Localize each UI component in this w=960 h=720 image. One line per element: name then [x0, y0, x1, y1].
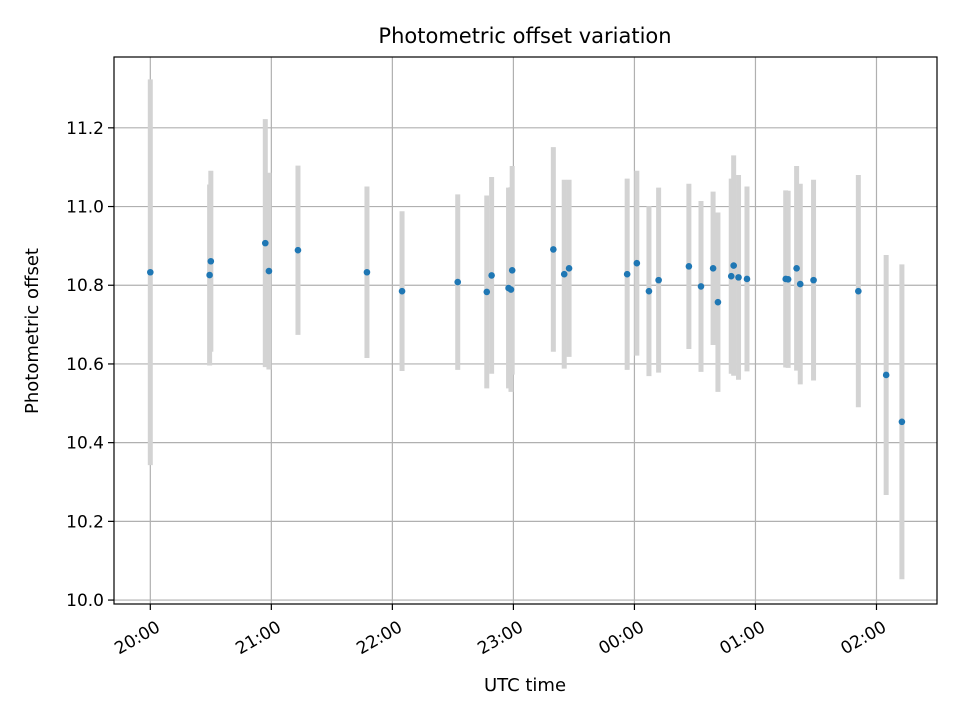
x-axis-label: UTC time: [484, 675, 566, 696]
data-point: [206, 271, 213, 279]
y-tick-label: 10.2: [66, 512, 104, 532]
data-point: [655, 276, 662, 284]
data-point: [507, 286, 515, 293]
y-axis-label: Photometric offset: [22, 248, 43, 414]
data-point: [784, 276, 792, 283]
data-point: [796, 280, 804, 288]
data-point: [560, 270, 568, 278]
data-point: [483, 288, 491, 296]
data-point: [565, 265, 573, 272]
data-point: [735, 274, 742, 281]
data-point: [898, 418, 906, 426]
data-point: [265, 267, 273, 275]
data-point: [363, 268, 371, 276]
data-point: [454, 278, 462, 286]
data-point: [855, 287, 862, 295]
chart-title: Photometric offset variation: [378, 24, 671, 48]
data-point: [645, 287, 653, 295]
data-point: [488, 272, 495, 279]
data-point: [261, 239, 269, 247]
data-point: [727, 272, 735, 280]
plot-frame: [113, 56, 938, 605]
y-axis-ticks: 10.0 10.2 10.4 10.6 10.8 11.0 11.2: [66, 119, 114, 611]
data-point: [685, 263, 693, 270]
y-tick-label: 10.8: [66, 276, 104, 296]
data-point: [709, 265, 717, 272]
y-tick-label: 11.0: [66, 198, 104, 218]
data-point: [743, 275, 751, 283]
data-point: [550, 246, 557, 253]
data-point: [147, 268, 154, 276]
data-point: [730, 262, 737, 269]
data-point: [508, 266, 516, 274]
data-point: [882, 371, 890, 379]
data-point: [398, 287, 406, 295]
y-tick-label: 10.4: [66, 434, 104, 454]
data-point: [697, 283, 705, 290]
data-point: [633, 259, 641, 267]
y-tick-label: 10.0: [66, 591, 104, 611]
data-points: [147, 239, 906, 426]
data-point: [810, 276, 817, 284]
data-point: [294, 246, 302, 254]
data-point: [623, 270, 631, 278]
data-point: [714, 298, 722, 306]
data-point: [793, 265, 800, 272]
data-point: [207, 257, 215, 265]
y-tick-label: 11.2: [66, 119, 104, 139]
y-tick-label: 10.6: [66, 355, 104, 375]
